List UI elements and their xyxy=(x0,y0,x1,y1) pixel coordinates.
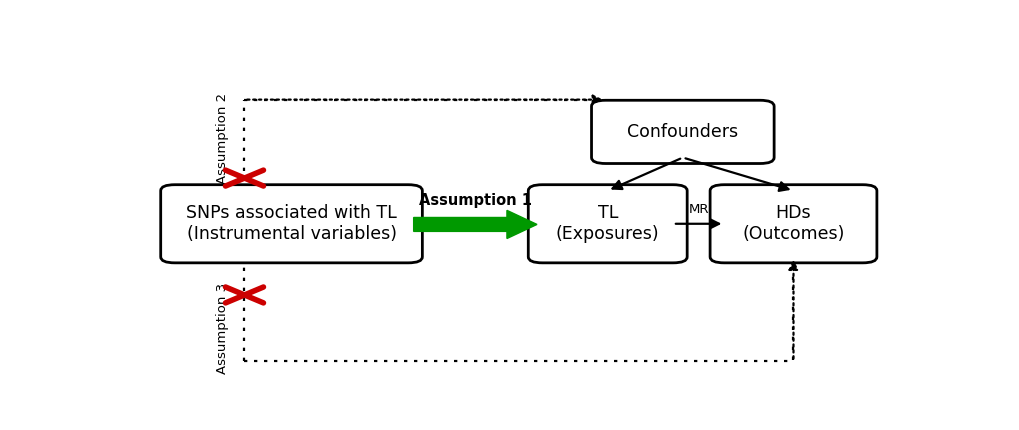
FancyBboxPatch shape xyxy=(591,100,773,163)
Text: SNPs associated with TL: SNPs associated with TL xyxy=(186,204,396,222)
Text: TL: TL xyxy=(597,204,618,222)
Text: Assumption 1: Assumption 1 xyxy=(419,193,531,208)
FancyBboxPatch shape xyxy=(528,185,687,263)
Text: (Outcomes): (Outcomes) xyxy=(742,225,844,243)
Text: MR: MR xyxy=(688,203,708,216)
FancyArrow shape xyxy=(414,210,536,239)
Text: (Exposures): (Exposures) xyxy=(555,225,659,243)
Text: HDs: HDs xyxy=(774,204,810,222)
FancyBboxPatch shape xyxy=(709,185,876,263)
Text: Assumption 3: Assumption 3 xyxy=(216,283,228,374)
Text: Assumption 2: Assumption 2 xyxy=(216,93,228,184)
Text: (Instrumental variables): (Instrumental variables) xyxy=(186,225,396,243)
Text: Confounders: Confounders xyxy=(627,123,738,141)
FancyBboxPatch shape xyxy=(161,185,422,263)
